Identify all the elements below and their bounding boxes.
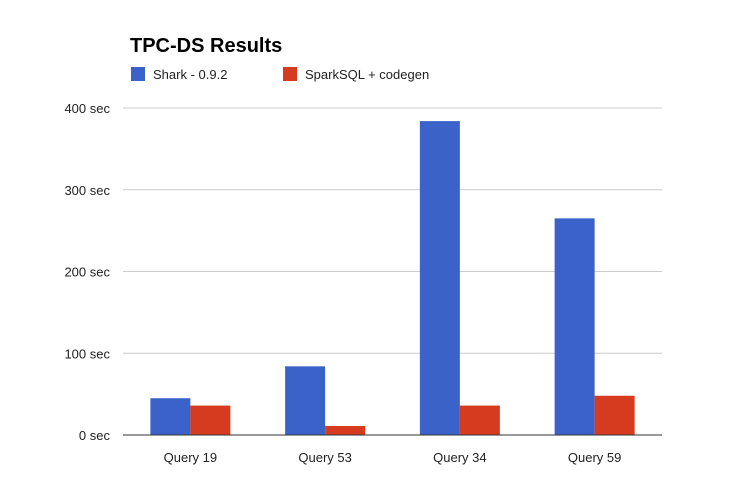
bar-sparksql-query-59 (594, 395, 635, 435)
x-category-label: Query 19 (164, 450, 217, 465)
legend-label-shark: Shark - 0.9.2 (153, 67, 227, 82)
bar-shark-query-53 (285, 366, 326, 435)
bar-shark-query-19 (150, 398, 191, 435)
y-tick-label: 200 sec (64, 265, 110, 280)
legend: Shark - 0.9.2 SparkSQL + codegen (131, 67, 429, 82)
bars (150, 121, 635, 435)
y-tick-label: 300 sec (64, 183, 110, 198)
y-tick-label: 0 sec (79, 428, 111, 443)
bar-shark-query-59 (554, 218, 595, 435)
legend-swatch-shark (131, 67, 145, 81)
y-tick-label: 100 sec (64, 346, 110, 361)
bar-sparksql-query-34 (459, 405, 500, 435)
legend-swatch-sparksql (283, 67, 297, 81)
x-category-label: Query 53 (298, 450, 351, 465)
legend-label-sparksql: SparkSQL + codegen (305, 67, 429, 82)
x-axis-categories: Query 19 Query 53 Query 34 Query 59 (164, 450, 622, 465)
bar-sparksql-query-19 (190, 405, 231, 435)
bar-shark-query-34 (419, 121, 460, 435)
x-category-label: Query 59 (568, 450, 621, 465)
y-axis-ticks: 0 sec 100 sec 200 sec 300 sec 400 sec (64, 101, 110, 443)
x-category-label: Query 34 (433, 450, 486, 465)
bar-sparksql-query-53 (325, 426, 366, 435)
chart-title: TPC-DS Results (130, 35, 282, 57)
y-tick-label: 400 sec (64, 101, 110, 116)
